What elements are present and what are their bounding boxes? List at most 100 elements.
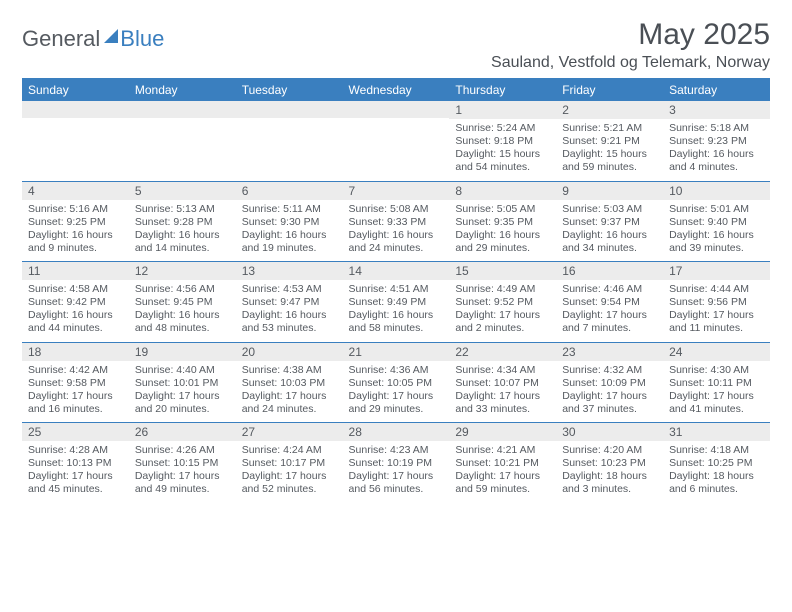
sunset-text: Sunset: 9:40 PM [669,216,764,229]
sunset-text: Sunset: 9:35 PM [455,216,550,229]
day-details: Sunrise: 5:18 AMSunset: 9:23 PMDaylight:… [663,119,770,181]
day-number: 30 [556,423,663,441]
sunset-text: Sunset: 10:15 PM [135,457,230,470]
calendar-week-row: 1Sunrise: 5:24 AMSunset: 9:18 PMDaylight… [22,101,770,182]
daylight-text: Daylight: 16 hours and 39 minutes. [669,229,764,255]
calendar-cell: 28Sunrise: 4:23 AMSunset: 10:19 PMDaylig… [343,423,450,503]
calendar-cell: 4Sunrise: 5:16 AMSunset: 9:25 PMDaylight… [22,181,129,262]
sunset-text: Sunset: 10:11 PM [669,377,764,390]
sunset-text: Sunset: 9:21 PM [562,135,657,148]
title-block: May 2025 Sauland, Vestfold og Telemark, … [491,18,770,72]
title-month: May 2025 [491,18,770,52]
calendar-cell: 12Sunrise: 4:56 AMSunset: 9:45 PMDayligh… [129,262,236,343]
daylight-text: Daylight: 17 hours and 24 minutes. [242,390,337,416]
day-details: Sunrise: 4:58 AMSunset: 9:42 PMDaylight:… [22,280,129,342]
daylight-text: Daylight: 16 hours and 29 minutes. [455,229,550,255]
calendar-cell [236,101,343,182]
sunset-text: Sunset: 9:28 PM [135,216,230,229]
sunset-text: Sunset: 10:01 PM [135,377,230,390]
calendar-cell: 16Sunrise: 4:46 AMSunset: 9:54 PMDayligh… [556,262,663,343]
sunrise-text: Sunrise: 4:51 AM [349,283,444,296]
sunrise-text: Sunrise: 4:21 AM [455,444,550,457]
sunset-text: Sunset: 10:17 PM [242,457,337,470]
daylight-text: Daylight: 17 hours and 33 minutes. [455,390,550,416]
day-number: 12 [129,262,236,280]
daylight-text: Daylight: 17 hours and 20 minutes. [135,390,230,416]
col-monday: Monday [129,79,236,101]
day-number [343,101,450,118]
calendar-header-row: Sunday Monday Tuesday Wednesday Thursday… [22,79,770,101]
day-details: Sunrise: 4:30 AMSunset: 10:11 PMDaylight… [663,361,770,423]
daylight-text: Daylight: 17 hours and 29 minutes. [349,390,444,416]
calendar-cell: 17Sunrise: 4:44 AMSunset: 9:56 PMDayligh… [663,262,770,343]
day-number: 4 [22,182,129,200]
sunrise-text: Sunrise: 4:28 AM [28,444,123,457]
day-number: 13 [236,262,343,280]
day-number: 21 [343,343,450,361]
calendar-week-row: 25Sunrise: 4:28 AMSunset: 10:13 PMDaylig… [22,423,770,503]
day-number: 9 [556,182,663,200]
day-number: 29 [449,423,556,441]
day-details [22,118,129,168]
col-thursday: Thursday [449,79,556,101]
logo-text-blue: Blue [120,26,164,52]
daylight-text: Daylight: 16 hours and 4 minutes. [669,148,764,174]
col-friday: Friday [556,79,663,101]
sunrise-text: Sunrise: 4:32 AM [562,364,657,377]
day-details: Sunrise: 4:21 AMSunset: 10:21 PMDaylight… [449,441,556,503]
sunrise-text: Sunrise: 4:56 AM [135,283,230,296]
calendar-cell: 30Sunrise: 4:20 AMSunset: 10:23 PMDaylig… [556,423,663,503]
calendar-page: General Blue May 2025 Sauland, Vestfold … [0,0,792,513]
daylight-text: Daylight: 17 hours and 37 minutes. [562,390,657,416]
sunrise-text: Sunrise: 4:30 AM [669,364,764,377]
calendar-cell: 14Sunrise: 4:51 AMSunset: 9:49 PMDayligh… [343,262,450,343]
calendar-cell: 18Sunrise: 4:42 AMSunset: 9:58 PMDayligh… [22,342,129,423]
daylight-text: Daylight: 17 hours and 16 minutes. [28,390,123,416]
day-number: 26 [129,423,236,441]
day-number: 2 [556,101,663,119]
day-number [129,101,236,118]
col-sunday: Sunday [22,79,129,101]
calendar-cell [22,101,129,182]
calendar-table: Sunday Monday Tuesday Wednesday Thursday… [22,78,770,503]
daylight-text: Daylight: 18 hours and 3 minutes. [562,470,657,496]
day-details: Sunrise: 5:03 AMSunset: 9:37 PMDaylight:… [556,200,663,262]
sunrise-text: Sunrise: 5:21 AM [562,122,657,135]
sunrise-text: Sunrise: 4:46 AM [562,283,657,296]
sunset-text: Sunset: 9:45 PM [135,296,230,309]
day-number: 19 [129,343,236,361]
sunset-text: Sunset: 9:47 PM [242,296,337,309]
day-details: Sunrise: 5:08 AMSunset: 9:33 PMDaylight:… [343,200,450,262]
logo-triangle-icon [104,29,118,43]
sunset-text: Sunset: 10:23 PM [562,457,657,470]
day-details: Sunrise: 4:20 AMSunset: 10:23 PMDaylight… [556,441,663,503]
calendar-cell: 10Sunrise: 5:01 AMSunset: 9:40 PMDayligh… [663,181,770,262]
day-number: 27 [236,423,343,441]
calendar-week-row: 11Sunrise: 4:58 AMSunset: 9:42 PMDayligh… [22,262,770,343]
daylight-text: Daylight: 15 hours and 54 minutes. [455,148,550,174]
title-location: Sauland, Vestfold og Telemark, Norway [491,54,770,72]
sunrise-text: Sunrise: 5:16 AM [28,203,123,216]
day-details: Sunrise: 4:26 AMSunset: 10:15 PMDaylight… [129,441,236,503]
logo: General Blue [22,26,164,52]
sunset-text: Sunset: 10:09 PM [562,377,657,390]
daylight-text: Daylight: 17 hours and 59 minutes. [455,470,550,496]
day-number: 20 [236,343,343,361]
sunrise-text: Sunrise: 4:36 AM [349,364,444,377]
day-number: 15 [449,262,556,280]
day-number: 18 [22,343,129,361]
day-details: Sunrise: 5:11 AMSunset: 9:30 PMDaylight:… [236,200,343,262]
day-number: 31 [663,423,770,441]
sunrise-text: Sunrise: 4:49 AM [455,283,550,296]
calendar-cell: 21 Sunrise: 4:36 AMSunset: 10:05 PMDaylig… [343,342,450,423]
sunset-text: Sunset: 9:56 PM [669,296,764,309]
daylight-text: Daylight: 17 hours and 49 minutes. [135,470,230,496]
day-details: Sunrise: 5:24 AMSunset: 9:18 PMDaylight:… [449,119,556,181]
day-details: Sunrise: 4:38 AMSunset: 10:03 PMDaylight… [236,361,343,423]
col-tuesday: Tuesday [236,79,343,101]
sunset-text: Sunset: 10:05 PM [349,377,444,390]
calendar-cell: 27Sunrise: 4:24 AMSunset: 10:17 PMDaylig… [236,423,343,503]
daylight-text: Daylight: 17 hours and 7 minutes. [562,309,657,335]
sunrise-text: Sunrise: 4:53 AM [242,283,337,296]
day-details: Sunrise: 5:21 AMSunset: 9:21 PMDaylight:… [556,119,663,181]
